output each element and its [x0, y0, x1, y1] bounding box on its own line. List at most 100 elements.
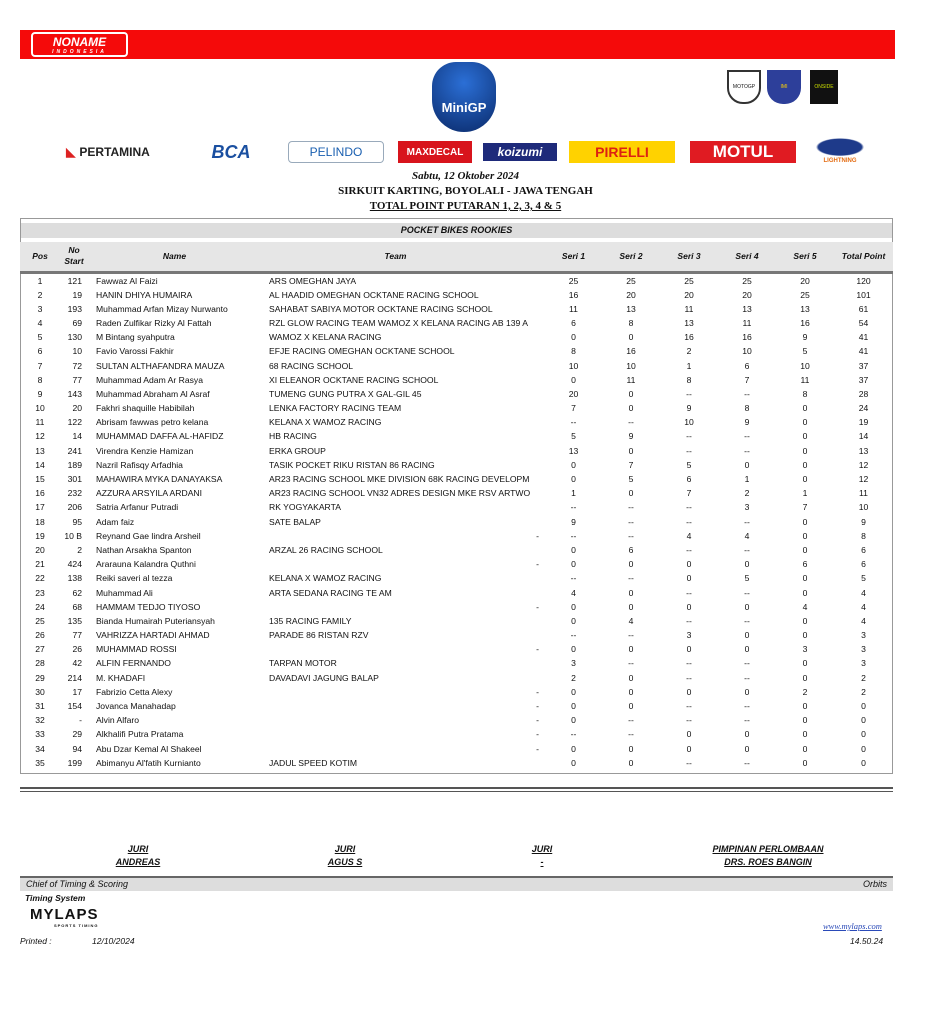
cell-team [261, 529, 530, 543]
cell-seri1: 10 [568, 360, 579, 371]
cell-pos: 34 [35, 743, 45, 754]
cell-seri1: 3 [571, 658, 576, 669]
cell-total: 4 [861, 587, 866, 598]
table-row: 33 29 Alkhalifi Putra Pratama - -- -- 0 0 0 0 [20, 727, 893, 741]
cell-seri1: 0 [571, 686, 576, 697]
cell-team: ARS OMEGHAN JAYA [269, 275, 357, 286]
cell-rider-name: Nathan Arsakha Spanton [96, 544, 192, 555]
cell-seri3: 5 [686, 459, 692, 470]
col-pos: Pos [20, 242, 60, 274]
cell-seri2: 4 [628, 615, 634, 626]
cell-seri5: 0 [802, 403, 808, 414]
cell-note: - [536, 559, 539, 570]
sponsor-maxdecal: MAXDECAL [398, 141, 472, 163]
cell-team: AL HAADID OMEGHAN OCKTANE RACING SCHOOL [269, 289, 479, 300]
minigp-text: MiniGP [441, 100, 487, 115]
cell-team: HB RACING [269, 431, 317, 442]
cell-note [530, 628, 545, 642]
cell-rider-name: Fabrizio Cetta Alexy [96, 686, 173, 697]
cell-seri5: 1 [802, 488, 808, 499]
col-seri2: Seri 2 [602, 242, 660, 274]
cell-seri5: 0 [802, 757, 808, 768]
report-title: TOTAL POINT PUTARAN 1, 2, 3, 4 & 5 [369, 200, 562, 212]
cell-team: WAMOZ X KELANA RACING [269, 332, 382, 343]
cell-team: TARPAN MOTOR [269, 658, 337, 669]
cell-no-start: 62 [72, 587, 82, 598]
cell-seri2: 0 [628, 488, 634, 499]
cell-note [530, 656, 545, 670]
cell-seri4: -- [744, 757, 750, 768]
cell-team: AR23 RACING SCHOOL MKE DIVISION 68K RACI… [269, 474, 530, 485]
cell-note [530, 288, 545, 302]
cell-note [530, 458, 545, 472]
cell-total: 19 [858, 417, 869, 428]
signature-juri-1: JURI ANDREAS [48, 843, 228, 869]
cell-pos: 3 [37, 303, 43, 314]
cell-rider-name: Reiki saveri al tezza [96, 573, 173, 584]
cell-team [261, 685, 530, 699]
table-row: 17 206 Satria Arfanur Putradi RK YOGYAKARTA… [20, 500, 893, 514]
cell-note [530, 500, 545, 514]
cell-seri1: 6 [571, 317, 576, 328]
cell-seri5: 0 [802, 573, 808, 584]
cell-seri4: -- [744, 544, 750, 555]
cell-no-start: 10 [72, 346, 82, 357]
mylaps-link[interactable]: www.mylaps.com [823, 921, 882, 931]
badge-text: IMI [780, 84, 788, 90]
cell-seri4: 4 [744, 530, 750, 541]
cell-seri2: 0 [628, 644, 634, 655]
cell-pos: 9 [37, 388, 43, 399]
cell-team: ARTA SEDANA RACING TE AM [269, 587, 392, 598]
cell-note [530, 302, 545, 316]
cell-total: 3 [861, 644, 866, 655]
chief-label: Chief of Timing & Scoring [26, 879, 128, 889]
orbits-label: Orbits [862, 879, 887, 889]
cell-note [530, 614, 545, 628]
cell-no-start: 14 [72, 431, 82, 442]
signature-juri-3: JURI - [452, 843, 632, 869]
cell-team: 135 RACING FAMILY [269, 615, 352, 626]
cell-pos: 13 [35, 445, 45, 456]
badge-text: MOTOGP [732, 84, 756, 90]
cell-seri2: 7 [628, 459, 634, 470]
cell-team: AR23 RACING SCHOOL VN32 ADRES DESIGN MKE… [269, 488, 530, 499]
cell-seri3: -- [686, 615, 692, 626]
cell-total: 14 [858, 431, 869, 442]
cell-seri3: 0 [686, 601, 692, 612]
imi-badge-icon: IMI [767, 70, 801, 104]
col-team: Team [261, 242, 530, 274]
cell-total: 37 [858, 360, 869, 371]
cell-seri4: 0 [744, 729, 750, 740]
sponsor-text: koizumi [497, 145, 543, 159]
minigp-logo: MiniGP [432, 62, 496, 132]
table-row: 23 62 Muhammad Ali ARTA SEDANA RACING TE AM… [20, 585, 893, 599]
cell-team: TASIK POCKET RIKU RISTAN 86 RACING [269, 459, 435, 470]
cell-seri5: 0 [802, 701, 808, 712]
cell-seri5: 0 [802, 445, 808, 456]
cell-seri3: -- [686, 658, 692, 669]
cell-seri1: -- [570, 630, 577, 641]
cell-rider-name: Fakhri shaquille Habibilah [96, 403, 195, 414]
cell-pos: 24 [35, 601, 45, 612]
cell-note: - [536, 644, 539, 655]
table-row: 9 143 Muhammad Abraham Al Asraf TUMENG GUNG… [20, 387, 893, 401]
cell-seri1: 4 [571, 587, 576, 598]
cell-pos: 27 [35, 644, 45, 655]
table-row: 22 138 Reiki saveri al tezza KELANA X WAMOZ… [20, 571, 893, 585]
table-row: 2 19 HANIN DHIYA HUMAIRA AL HAADID OMEGHAN … [20, 288, 893, 302]
sponsor-koizumi: koizumi [483, 143, 557, 161]
table-row: 31 154 Jovanca Manahadap - 0 0 -- -- 0 0 [20, 699, 893, 713]
col-total: Total Point [834, 242, 893, 274]
sponsor-text: PIRELLI [595, 144, 649, 160]
cell-rider-name: Nazril Rafisqy Arfadhia [96, 459, 183, 470]
table-row: 24 68 HAMMAM TEDJO TIYOSO - 0 0 0 0 4 4 [20, 600, 893, 614]
cell-note [530, 429, 545, 443]
cell-seri2: 0 [628, 743, 634, 754]
cell-no-start: 94 [72, 743, 82, 754]
col-no-start: No Start [60, 242, 88, 274]
col-name: Name [88, 242, 261, 274]
cell-seri4: 20 [742, 289, 752, 300]
cell-seri5: 0 [802, 729, 808, 740]
table-row: 21 424 Ararauna Kalandra Quthni - 0 0 0 0 6 6 [20, 557, 893, 571]
table-row: 19 10 B Reynand Gae lindra Arsheil - -- -- 4 4 0… [20, 529, 893, 543]
